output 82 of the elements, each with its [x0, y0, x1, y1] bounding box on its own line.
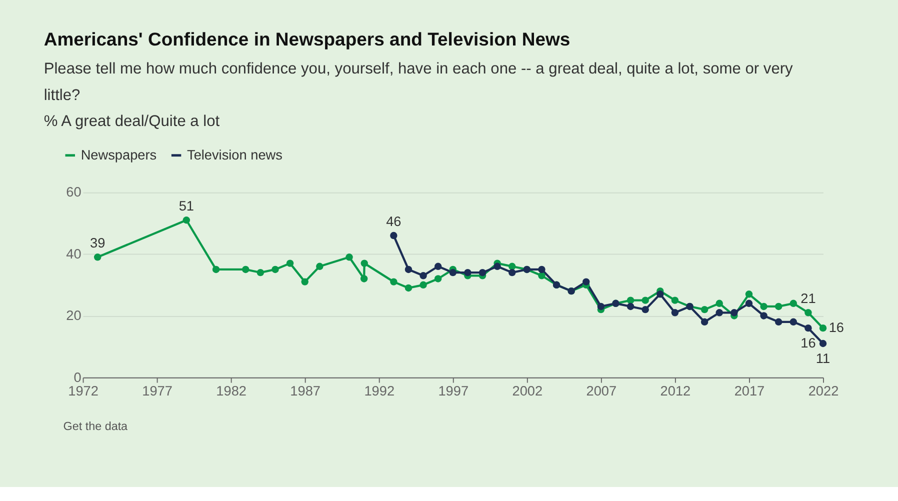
point — [464, 268, 472, 276]
y-axis-title: % A great deal/Quite a lot — [44, 113, 220, 130]
point — [745, 300, 753, 308]
point — [242, 266, 250, 274]
chart-title: Americans' Confidence in Newspapers and Television News — [44, 28, 570, 50]
point — [538, 272, 546, 280]
data-label: 46 — [386, 214, 402, 229]
point — [449, 268, 457, 276]
data-label: 39 — [90, 235, 106, 250]
point — [790, 318, 798, 326]
data-label: 51 — [178, 198, 194, 214]
point — [494, 262, 501, 270]
point — [582, 278, 590, 286]
point — [404, 284, 412, 292]
point — [626, 296, 634, 304]
point — [804, 324, 812, 332]
y-tick-label: 20 — [66, 308, 82, 324]
point — [700, 306, 708, 314]
data-label: 16 — [800, 336, 816, 351]
point — [286, 260, 294, 267]
point — [272, 266, 279, 274]
point — [716, 300, 723, 308]
point — [212, 266, 220, 274]
x-tick-label: 1977 — [142, 383, 172, 398]
point — [94, 254, 102, 261]
point — [538, 266, 546, 274]
x-tick-label: 2007 — [586, 383, 617, 398]
point — [420, 272, 427, 280]
x-tick-label: 2002 — [512, 383, 543, 398]
point — [434, 275, 442, 282]
point — [819, 324, 827, 332]
point — [182, 216, 190, 224]
data-label: 11 — [816, 350, 830, 366]
point — [316, 262, 324, 270]
point — [790, 300, 798, 308]
point — [390, 232, 398, 240]
x-tick-label: 2012 — [660, 383, 691, 398]
point — [301, 278, 308, 286]
point — [760, 312, 768, 320]
x-tick-label: 1992 — [364, 383, 395, 398]
data-label: 16 — [828, 320, 844, 335]
point — [774, 318, 782, 326]
data-label: 21 — [800, 290, 816, 306]
x-tick-label: 1987 — [290, 383, 320, 398]
point — [404, 266, 412, 274]
point — [390, 278, 398, 286]
point — [508, 268, 516, 276]
point — [346, 254, 353, 261]
y-tick-label: 0 — [74, 370, 82, 385]
x-tick-label: 1972 — [68, 383, 98, 398]
point — [478, 268, 486, 276]
point — [804, 309, 812, 316]
point — [760, 302, 768, 310]
point — [360, 275, 368, 282]
point — [700, 318, 708, 326]
point — [256, 268, 264, 276]
x-tick-label: 2017 — [734, 383, 765, 398]
point — [642, 306, 649, 314]
text: Get the data — [63, 420, 128, 434]
x-tick-label: 2022 — [808, 383, 839, 398]
point — [730, 309, 738, 316]
legend-label: Television news — [187, 147, 283, 162]
point — [671, 309, 679, 316]
point — [671, 296, 679, 304]
point — [656, 290, 664, 298]
y-tick-label: 60 — [66, 184, 82, 200]
point — [626, 302, 634, 310]
point — [434, 262, 442, 270]
chart-subtitle: Please tell me how much confidence you, yourself, have in each one -- a great deal, quite a lot, some or very little? — [44, 60, 794, 104]
x-tick-label: 1982 — [216, 383, 246, 398]
point — [642, 296, 649, 304]
legend-label: Newspapers — [80, 147, 157, 162]
point — [360, 260, 368, 267]
y-tick-label: 40 — [66, 246, 82, 262]
point — [597, 302, 605, 310]
point — [774, 302, 782, 310]
point — [819, 340, 827, 348]
point — [508, 262, 516, 270]
x-tick-label: 1997 — [438, 383, 469, 398]
point — [745, 290, 753, 298]
point — [716, 309, 723, 316]
point — [420, 281, 427, 288]
